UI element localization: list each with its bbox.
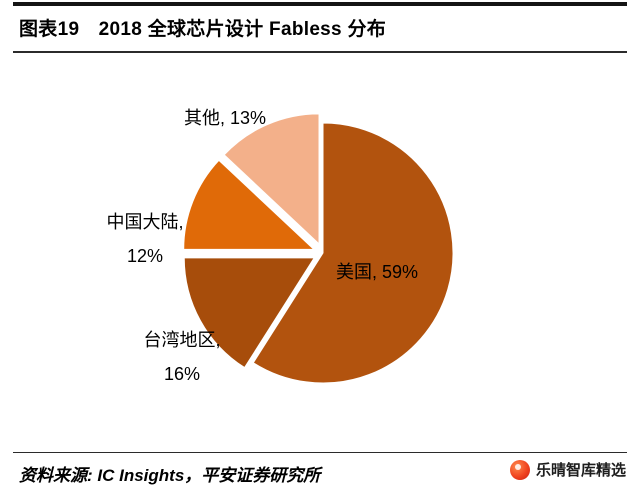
pie-label-usa: 美国, 59% <box>336 255 418 289</box>
pie-slice-others <box>223 113 320 245</box>
pie-label-taiwan: 台湾地区, 16% <box>112 323 252 391</box>
pie-slice-taiwan <box>183 257 316 369</box>
top-border-rule <box>13 2 627 6</box>
pie-slice-mainland-china <box>183 159 315 250</box>
footer-divider <box>13 452 627 453</box>
pie-label-line: 台湾地区, <box>143 330 221 350</box>
pie-label-line: 12% <box>126 246 164 266</box>
pie-label-line: 16% <box>163 364 201 384</box>
pie-slice-usa <box>252 122 454 384</box>
title-divider <box>13 51 627 53</box>
leqing-logo-icon <box>509 459 530 480</box>
pie-label-line: 中国大陆, <box>106 212 184 232</box>
watermark-text: 乐晴智库精选 <box>535 462 626 479</box>
watermark: 乐晴智库精选 <box>509 459 626 480</box>
pie-label-line: 其他, 13% <box>183 108 267 128</box>
chart-title: 图表19 2018 全球芯片设计 Fabless 分布 <box>19 19 387 40</box>
source-note: 资料来源: IC Insights，平安证券研究所 <box>19 466 321 485</box>
pie-label-line: 美国, 59% <box>336 262 419 282</box>
pie-label-others: 其他, 13% <box>160 101 290 135</box>
pie-label-mainland-china: 中国大陆, 12% <box>75 205 215 273</box>
